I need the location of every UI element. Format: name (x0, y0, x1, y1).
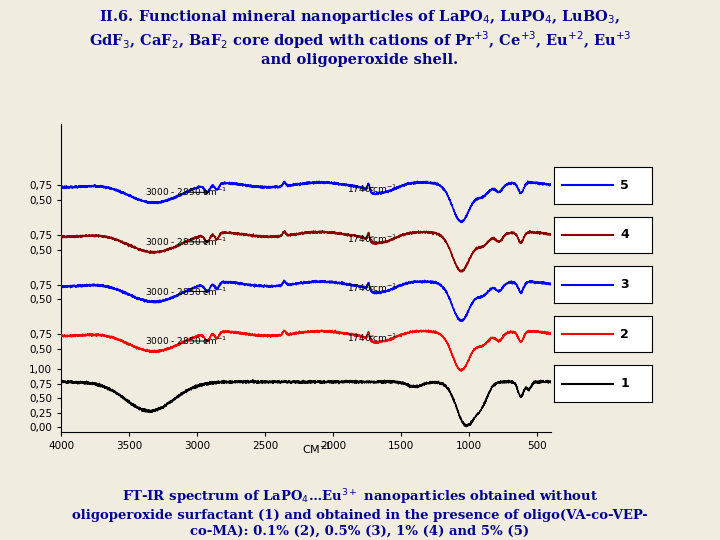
Text: 3000 - 2850 cm$^{-1}$: 3000 - 2850 cm$^{-1}$ (145, 186, 227, 199)
Text: 3000 - 2850 cm$^{-1}$: 3000 - 2850 cm$^{-1}$ (145, 235, 227, 248)
Text: FT-IR spectrum of LaPO$_4$…Eu$^{3+}$ nanoparticles obtained without
oligoperoxid: FT-IR spectrum of LaPO$_4$…Eu$^{3+}$ nan… (72, 488, 648, 537)
Text: 3000 - 2850 cm$^{-1}$: 3000 - 2850 cm$^{-1}$ (145, 285, 227, 298)
Text: 1740 cm$^{-1}$: 1740 cm$^{-1}$ (347, 183, 397, 195)
Text: CM$^{-1}$: CM$^{-1}$ (302, 440, 332, 457)
Text: 1740 cm$^{-1}$: 1740 cm$^{-1}$ (347, 232, 397, 245)
Text: 3: 3 (621, 278, 629, 291)
Text: 5: 5 (621, 179, 629, 192)
Text: 3000 - 2850 cm$^{-1}$: 3000 - 2850 cm$^{-1}$ (145, 335, 227, 347)
Text: II.6. Functional mineral nanoparticles of LaPO$_4$, LuPO$_4$, LuBO$_3$,
GdF$_3$,: II.6. Functional mineral nanoparticles o… (89, 8, 631, 68)
Text: 4: 4 (621, 228, 629, 241)
Text: 1740 cm$^{-1}$: 1740 cm$^{-1}$ (347, 331, 397, 343)
Text: 2: 2 (621, 328, 629, 341)
Text: 1: 1 (621, 377, 629, 390)
Text: 1740 cm$^{-1}$: 1740 cm$^{-1}$ (347, 282, 397, 294)
